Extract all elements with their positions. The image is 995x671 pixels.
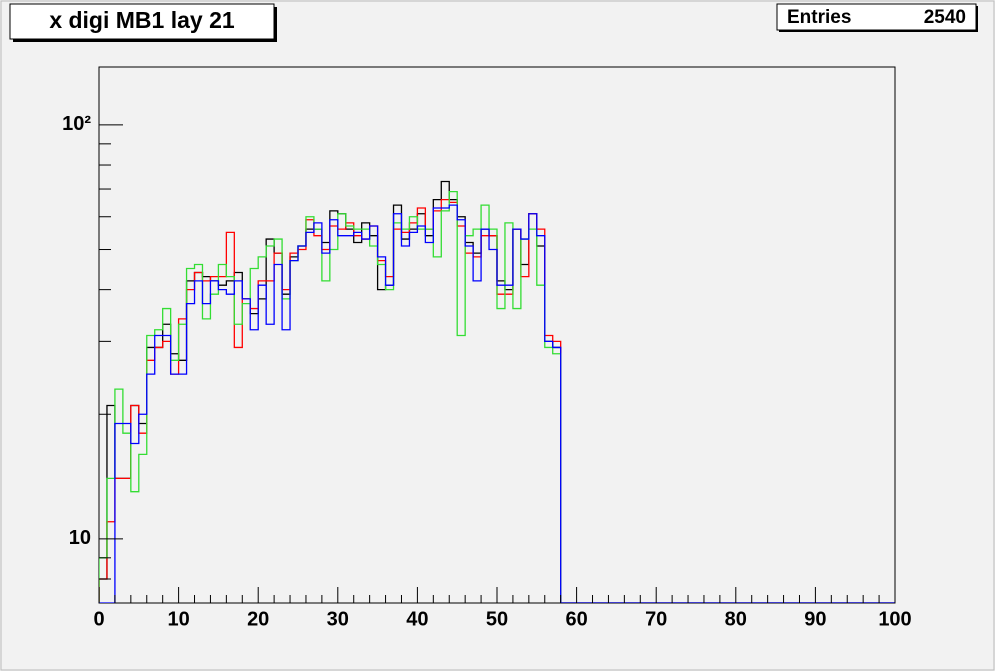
x-tick-label: 0 bbox=[93, 608, 104, 630]
frame bbox=[98, 66, 896, 604]
histogram-line bbox=[99, 190, 895, 603]
x-tick-label: 90 bbox=[804, 608, 826, 630]
plot-area bbox=[99, 180, 895, 603]
stats-label: Entries bbox=[787, 7, 851, 28]
x-tick-label: 50 bbox=[486, 608, 508, 630]
chart-title: x digi MB1 lay 21 bbox=[49, 7, 235, 33]
x-tick-label: 70 bbox=[645, 608, 667, 630]
x-tick-label: 30 bbox=[327, 608, 349, 630]
stats-value: 2540 bbox=[924, 7, 966, 28]
title-box bbox=[9, 3, 275, 40]
x-tick-label: 80 bbox=[725, 608, 747, 630]
x-tick-label: 10 bbox=[167, 608, 189, 630]
stats-box bbox=[776, 3, 977, 31]
y-tick-label: 10 bbox=[69, 527, 91, 549]
x-tick-label: 60 bbox=[565, 608, 587, 630]
x-tick-label: 20 bbox=[247, 608, 269, 630]
x-tick-label: 100 bbox=[878, 608, 911, 630]
histogram-line bbox=[99, 204, 895, 603]
y-tick-label: 10² bbox=[62, 113, 91, 135]
x-tick-label: 40 bbox=[406, 608, 428, 630]
